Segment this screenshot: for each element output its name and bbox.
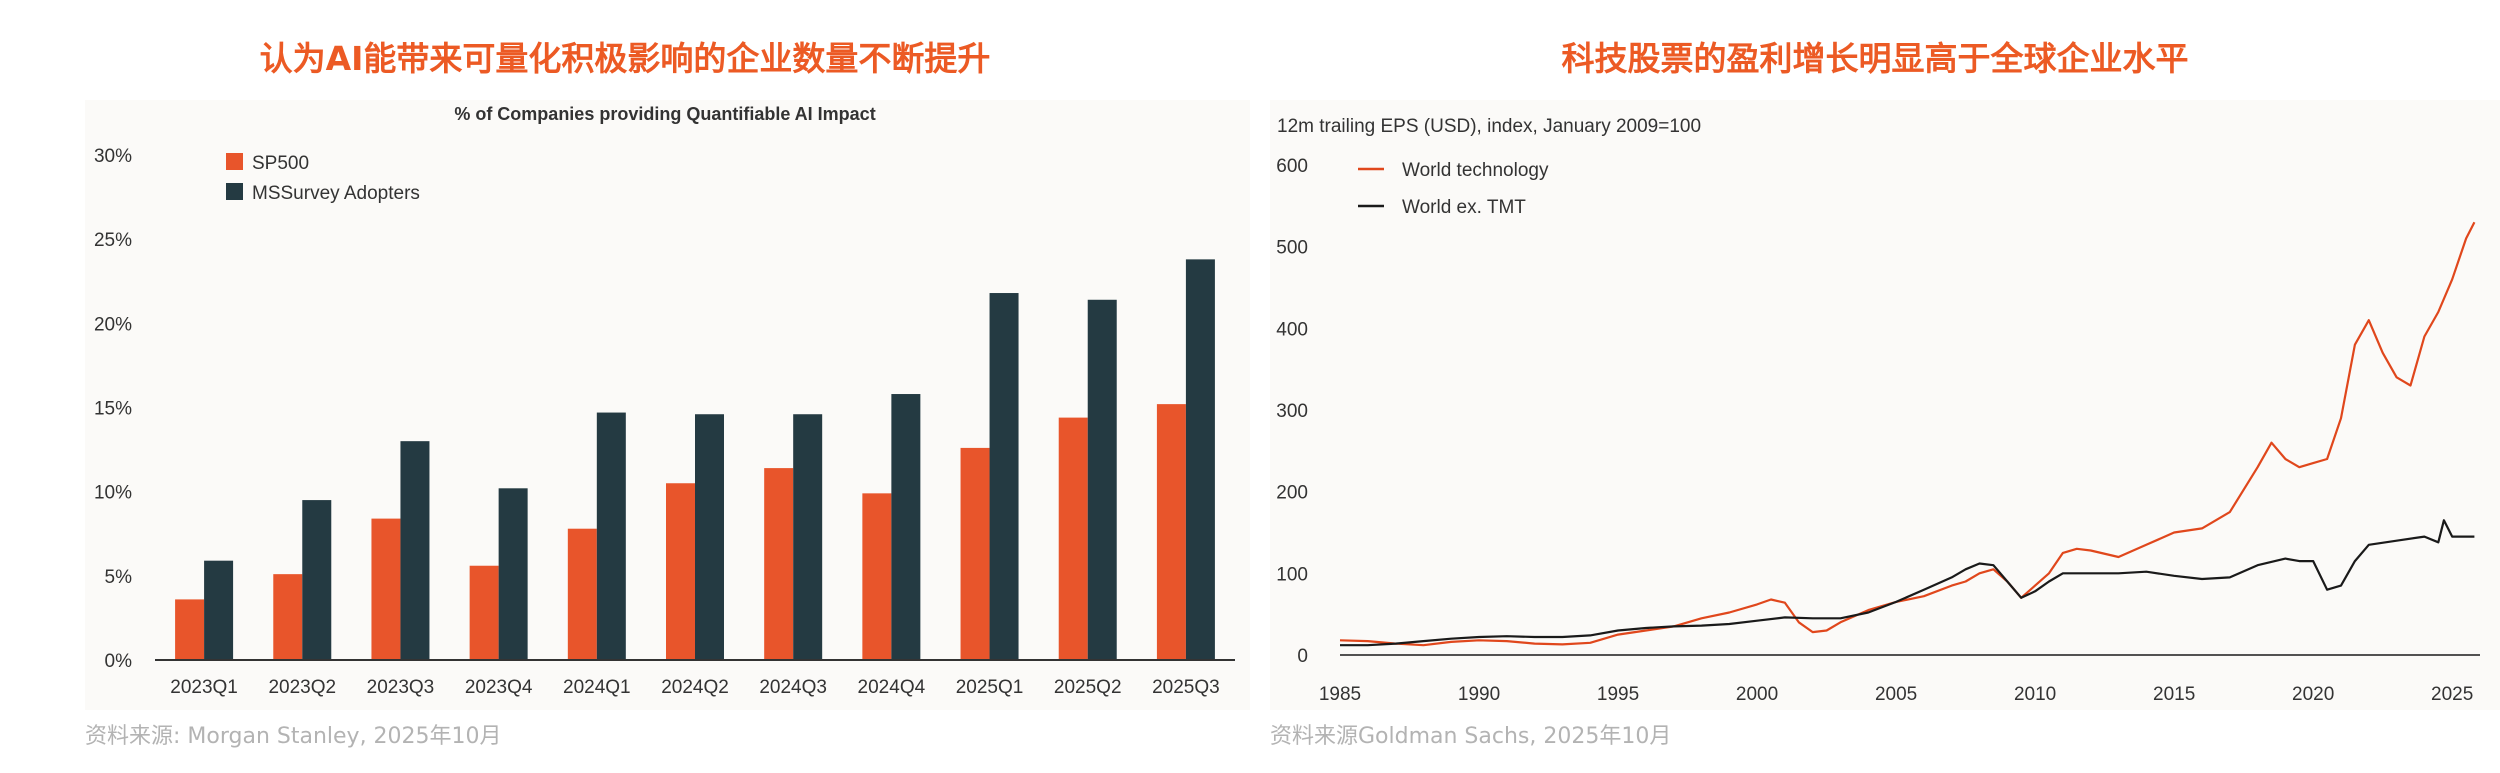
bar-sp500 — [469, 565, 499, 660]
chart-title: 认为AI能带来可量化积极影响的企业数量不断提升 — [259, 39, 991, 78]
legend-label: World ex. TMT — [1402, 197, 1526, 218]
x-tick-label: 2024Q2 — [661, 677, 729, 698]
x-tick-label: 1985 — [1319, 684, 1361, 705]
x-tick-label: 2024Q3 — [759, 677, 827, 698]
bar-mssurvey — [1185, 259, 1215, 660]
y-tick-label: 20% — [94, 314, 132, 335]
bar-mssurvey — [695, 414, 724, 660]
x-tick-label: 2023Q3 — [367, 677, 435, 698]
y-tick-label: 400 — [1276, 319, 1308, 340]
y-tick-label: 10% — [94, 483, 132, 504]
x-tick-label: 2010 — [2014, 684, 2056, 705]
bar-mssurvey — [400, 441, 430, 660]
bar-mssurvey — [596, 412, 626, 660]
legend-label: MSSurvey Adopters — [252, 183, 420, 204]
source-note: 资料来源Goldman Sachs, 2025年10月 — [1270, 724, 1672, 749]
plot-background — [1270, 100, 2500, 710]
series-line-world-ex-tmt — [1340, 519, 2475, 647]
bar-sp500 — [567, 528, 597, 660]
chart-panel-left: 认为AI能带来可量化积极影响的企业数量不断提升 % of Companies p… — [85, 39, 1235, 749]
x-tick-label: 2025Q1 — [956, 677, 1024, 698]
y-tick-label: 500 — [1276, 238, 1308, 259]
line-chart: 12m trailing EPS (USD), index, January 2… — [1276, 116, 2480, 705]
x-tick-label: 2024Q4 — [858, 677, 926, 698]
x-tick-label: 1995 — [1597, 684, 1639, 705]
chart-subtitle: 12m trailing EPS (USD), index, January 2… — [1277, 116, 1701, 137]
x-tick-label: 2025Q2 — [1054, 677, 1122, 698]
bar-mssurvey — [793, 414, 823, 660]
x-tick-label: 2023Q4 — [465, 677, 533, 698]
x-tick-label: 2023Q2 — [268, 677, 336, 698]
bar-mssurvey — [498, 488, 528, 660]
bar-sp500 — [371, 518, 401, 660]
x-tick-label: 2025 — [2431, 684, 2473, 705]
chart-panel-right: 科技股票的盈利增长明显高于全球企业水平 12m trailing EPS (US… — [1250, 0, 2500, 773]
y-tick-label: 5% — [105, 567, 133, 588]
x-tick-label: 2023Q1 — [170, 677, 238, 698]
bar-sp500 — [175, 599, 205, 660]
y-tick-label: 100 — [1276, 564, 1308, 585]
chart-subtitle: % of Companies providing Quantifiable AI… — [454, 104, 875, 124]
x-tick-label: 2000 — [1736, 684, 1778, 705]
y-tick-label: 600 — [1276, 156, 1308, 177]
bar-mssurvey — [989, 293, 1019, 660]
source-note: 资料来源: Morgan Stanley, 2025年10月 — [85, 724, 502, 749]
x-tick-label: 2020 — [2292, 684, 2334, 705]
bar-sp500 — [666, 483, 695, 660]
bar-mssurvey — [1087, 299, 1117, 660]
y-tick-label: 15% — [94, 399, 132, 420]
bar-mssurvey — [891, 394, 921, 660]
bar-sp500 — [273, 574, 303, 660]
legend-label: World technology — [1402, 160, 1549, 181]
bar-mssurvey — [302, 500, 332, 660]
bar-sp500 — [764, 468, 794, 660]
x-tick-label: 2015 — [2153, 684, 2195, 705]
legend-swatch — [226, 183, 243, 200]
x-tick-label: 1990 — [1458, 684, 1500, 705]
x-tick-label: 2024Q1 — [563, 677, 631, 698]
legend-label: SP500 — [252, 153, 309, 174]
chart-title: 科技股票的盈利增长明显高于全球企业水平 — [1561, 39, 2189, 78]
y-tick-label: 300 — [1276, 401, 1308, 422]
x-tick-label: 2025Q3 — [1152, 677, 1220, 698]
legend-swatch — [226, 153, 243, 170]
bar-sp500 — [1058, 417, 1088, 660]
y-tick-label: 0% — [105, 651, 133, 672]
bar-mssurvey — [204, 560, 234, 660]
y-tick-label: 0 — [1297, 646, 1308, 667]
x-tick-label: 2005 — [1875, 684, 1917, 705]
y-tick-label: 200 — [1276, 483, 1308, 504]
y-tick-label: 30% — [94, 146, 132, 167]
bar-sp500 — [862, 493, 892, 660]
bar-sp500 — [960, 447, 990, 660]
bar-sp500 — [1156, 404, 1186, 660]
bar-chart: % of Companies providing Quantifiable AI… — [94, 104, 1235, 698]
y-tick-label: 25% — [94, 230, 132, 251]
series-line-world-technology — [1339, 221, 2476, 647]
